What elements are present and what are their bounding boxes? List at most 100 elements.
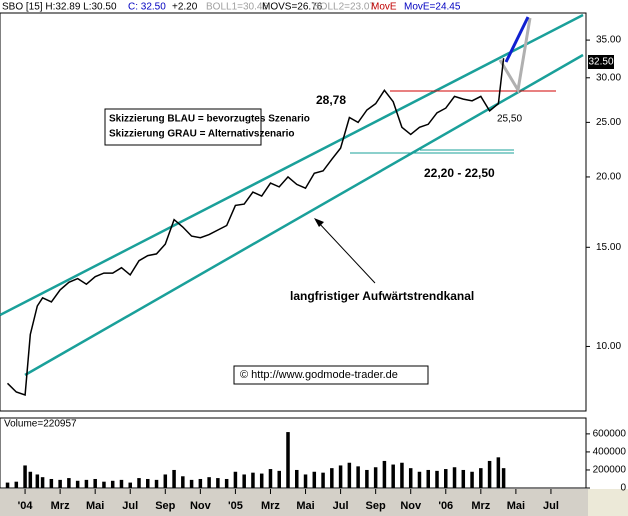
x-tick-label: Jul: [122, 500, 138, 512]
volume-bar: [207, 477, 211, 488]
x-tick-label: '05: [228, 500, 243, 512]
volume-bar: [382, 460, 387, 488]
x-tick-label: Mrz: [471, 500, 490, 512]
volume-bar: [49, 478, 54, 488]
header-text: C: 32.50: [128, 2, 166, 13]
legend-box: [104, 108, 262, 146]
volume-bar: [330, 468, 334, 488]
volume-bar: [356, 466, 360, 488]
volume-bar: [479, 468, 483, 488]
volume-bar: [426, 469, 430, 488]
volume-bar: [365, 469, 369, 488]
volume-bar: [286, 432, 290, 488]
x-tick-label: Jul: [543, 500, 559, 512]
annotation: 28,78: [316, 93, 346, 107]
volume-bar: [496, 457, 501, 488]
volume-bar: [102, 481, 106, 488]
volume-bar: [137, 478, 141, 488]
price-tag-label: 32.50: [588, 57, 613, 68]
header-text: MOVS=26.76: [262, 2, 323, 13]
x-tick-label: Nov: [400, 500, 422, 512]
x-tick-label: Sep: [366, 500, 386, 512]
copyright: © http://www.godmode-trader.de: [240, 369, 398, 381]
volume-bar: [14, 481, 19, 488]
volume-bar: [400, 462, 404, 488]
volume-bar: [391, 464, 395, 488]
x-tick-label: Mai: [507, 500, 525, 512]
volume-bar: [251, 472, 255, 488]
annotation-arrow: [317, 221, 376, 284]
volume-bar: [58, 479, 62, 488]
volume-bar: [146, 478, 150, 488]
volume-tick-label: 600000: [593, 429, 627, 440]
corner-icon: [588, 489, 628, 516]
volume-bar: [312, 471, 317, 488]
header-text: +2.20: [172, 2, 198, 13]
volume-bar: [373, 467, 378, 488]
volume-bar: [417, 471, 422, 488]
volume-title: Volume=220957: [4, 419, 77, 430]
volume-bar: [75, 480, 80, 488]
volume-bar: [128, 482, 132, 488]
volume-bar: [224, 478, 229, 488]
volume-bar: [259, 473, 264, 488]
volume-tick-label: 400000: [593, 447, 627, 458]
volume-bar: [28, 471, 33, 488]
x-tick-label: '04: [18, 500, 34, 512]
arrow-head: [314, 218, 324, 227]
volume-bar: [303, 474, 308, 488]
scenario-blue: [504, 16, 530, 63]
volume-bar: [189, 479, 194, 488]
volume-bar: [268, 469, 273, 488]
price-line: [6, 58, 505, 397]
channel-lower: [24, 53, 584, 377]
volume-bar: [295, 469, 299, 488]
x-tick-label: Mai: [296, 500, 314, 512]
x-axis-bar: [0, 489, 628, 516]
volume-bar: [35, 474, 40, 488]
legend-line: Skizzierung GRAU = Alternativszenario: [109, 129, 295, 140]
channel-upper: [0, 13, 584, 317]
volume-bar: [277, 470, 281, 488]
volume-bar: [154, 479, 159, 488]
volume-bar: [435, 470, 439, 488]
volume-bar: [444, 469, 448, 488]
header: SBO [15] H:32.89 L:30.50 C: 32.50 +2.20 …: [2, 2, 461, 13]
header-text: BOLL1=30.46: [206, 2, 268, 13]
volume-bar: [242, 474, 246, 488]
volume-bar: [216, 478, 220, 488]
volume-bar: [233, 471, 238, 488]
header-text: SBO [15] H:32.89 L:30.50: [2, 2, 117, 13]
price-panel: [0, 12, 587, 412]
annotation: langfristiger Aufwärtstrendkanal: [290, 289, 474, 303]
volume-bar: [110, 480, 115, 488]
scenario-grey: [498, 17, 532, 95]
x-tick-label: Mrz: [51, 500, 70, 512]
copyright-box: [233, 365, 429, 385]
volume-bar: [172, 469, 176, 488]
x-tick-label: '06: [438, 500, 453, 512]
volume-bar: [93, 478, 97, 488]
volume-bar: [470, 471, 474, 488]
volume-bar: [181, 476, 185, 488]
y-tick-label: 25.00: [596, 117, 621, 128]
volume-bar: [163, 474, 168, 488]
y-tick-label: 15.00: [596, 242, 621, 253]
volume-bar: [408, 468, 413, 488]
volume-bar: [321, 472, 325, 488]
header-text: BOLL2=23.07: [313, 2, 375, 13]
volume-bar: [23, 465, 27, 488]
x-tick-label: Mrz: [261, 500, 280, 512]
annotation: 22,20 - 22,50: [424, 166, 495, 180]
legend-line: Skizzierung BLAU = bevorzugtes Szenario: [109, 114, 310, 125]
volume-bar: [40, 477, 45, 488]
x-tick-label: Jul: [333, 500, 349, 512]
y-tick-label: 10.00: [596, 341, 621, 352]
x-tick-label: Sep: [155, 500, 175, 512]
volume-bar: [501, 468, 506, 488]
volume-bar: [452, 467, 457, 488]
volume-tick-label: 0: [620, 483, 626, 494]
volume-bar: [347, 462, 352, 488]
volume-bar: [119, 479, 124, 488]
